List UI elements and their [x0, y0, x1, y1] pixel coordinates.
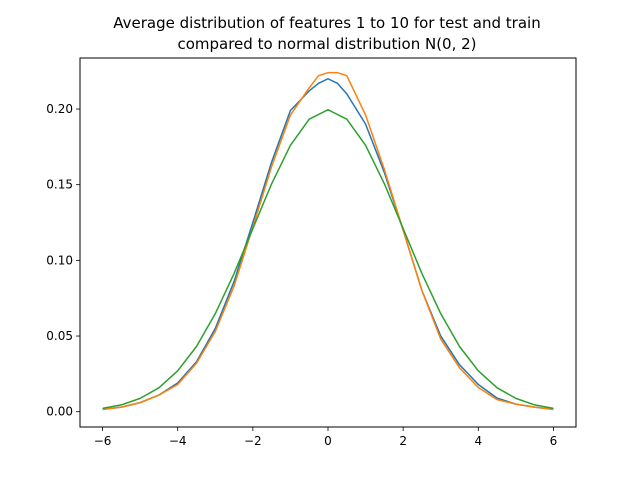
- chart-title: Average distribution of features 1 to 10…: [113, 14, 540, 32]
- x-axis: −6 −4 −2 0 2 4 6: [94, 427, 558, 448]
- x-tick-label: 2: [399, 434, 407, 448]
- y-tick-label: 0.15: [46, 178, 73, 192]
- y-tick-label: 0.05: [46, 329, 73, 343]
- x-tick-label: 4: [474, 434, 482, 448]
- x-tick-label: −6: [94, 434, 112, 448]
- x-tick-label: 0: [324, 434, 332, 448]
- x-tick-label: 6: [550, 434, 558, 448]
- x-tick-label: −4: [169, 434, 187, 448]
- y-tick-label: 0.10: [46, 253, 73, 267]
- series-line-3: [102, 109, 554, 410]
- series-line-1: [102, 77, 554, 411]
- y-axis: 0.00 0.05 0.10 0.15 0.20: [46, 102, 80, 419]
- chart-subtitle: compared to normal distribution N(0, 2): [177, 35, 476, 53]
- plot-frame: [79, 57, 577, 428]
- series-layer: [102, 71, 554, 411]
- series-line-2: [102, 71, 554, 411]
- y-tick-label: 0.00: [46, 405, 73, 419]
- y-tick-label: 0.20: [46, 102, 73, 116]
- x-tick-label: −2: [244, 434, 262, 448]
